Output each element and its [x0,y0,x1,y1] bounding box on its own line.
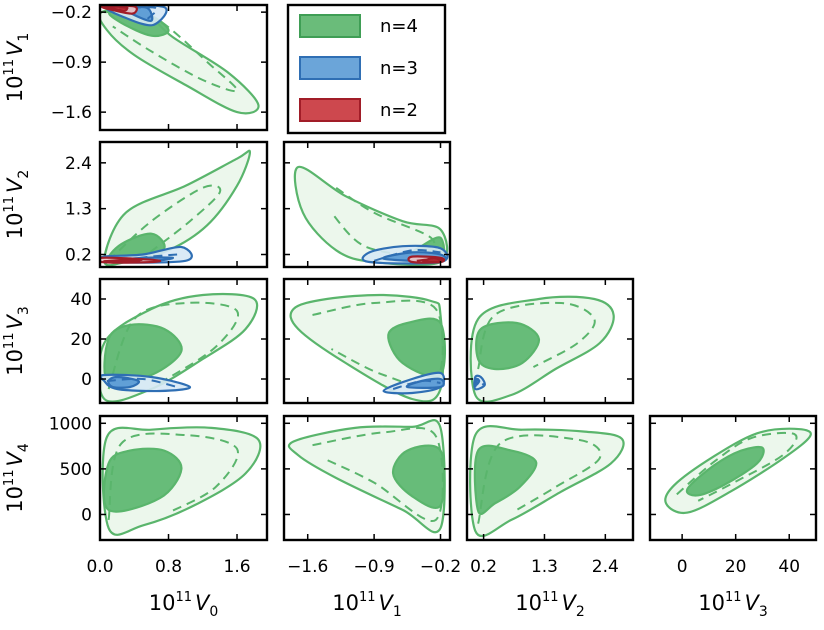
y-tick-label: −1.6 [51,103,92,123]
contour-n=4-V2-V4 [469,425,625,538]
contour-n=4-V3-V4 [664,427,812,515]
x-tick-label: −1.6 [287,557,328,577]
legend: n=4 n=3 n=2 [286,3,447,135]
tick-layer [99,5,816,540]
contour-dashed [107,184,222,262]
panel-frame-V0-V4 [98,414,269,542]
contour-dashed [373,248,441,262]
contour-inner [102,447,183,513]
legend-swatch-n=4 [299,14,361,38]
axis-label-V3: 1011V3 [2,306,32,376]
contour-inner [475,321,541,371]
contour-n=2-V1-V2 [407,255,446,264]
panel-frame-V0-V1 [98,3,269,132]
contour-n=4-V1-V3 [289,293,447,403]
contour-dashed [103,258,143,263]
x-tick-label: 40 [778,557,800,577]
contour-dashed [392,379,441,390]
y-tick-label: 2.4 [65,154,92,174]
x-tick-label: 0.8 [155,557,182,577]
contour-dashed [474,378,485,388]
contour-n=4-V1-V4 [287,419,446,534]
x-tick-label: 0.0 [86,557,113,577]
panel-frames [98,3,818,542]
contour-dashed [107,432,239,521]
axis-label-layer: 0.0 0.8 1.6 −1.6 −0.9 −0.2 0.2 1.3 2.4 0 20 40 −1.6 −… [2,3,800,620]
y-tick-label: 1.3 [65,200,92,220]
panel-frame-V1-V3 [282,277,452,405]
y-tick-label: 500 [60,460,92,480]
contour-inner [685,445,765,497]
panel-frame-V3-V4 [648,414,818,542]
contour-dashed [676,431,798,502]
contour-dashed [106,377,178,388]
y-tick-label: 40 [70,290,92,310]
contour-layer [100,5,812,538]
contour-dashed [104,6,131,9]
contour-n=3-V2-V3 [473,374,486,391]
y-tick-label: 0.2 [65,246,92,266]
panel-frame-V1-V2 [282,140,452,269]
axis-label-V1: 1011V1 [2,33,32,103]
legend-label-n=3: n=3 [380,58,418,79]
x-tick-label: 0.2 [470,557,497,577]
panel-frame-V0-V2 [98,140,269,269]
contour-n=4-V0-V4 [101,426,262,536]
legend-label-n=4: n=4 [380,16,418,37]
x-tick-label: 2.4 [592,557,619,577]
contour-n=2-V0-V1 [100,5,138,15]
x-tick-label: 1.6 [224,557,251,577]
y-tick-label: −0.2 [51,3,92,23]
x-tick-label: 1.3 [531,557,558,577]
axis-label-V0: 1011 V0 [149,590,219,620]
contour-dashed [108,253,178,263]
y-tick-label: 1000 [49,414,92,434]
x-tick-label: 0 [677,557,688,577]
panel-frame-V0-V3 [98,277,269,405]
contour-n=3-V1-V3 [382,371,446,395]
contour-dashed [477,301,596,370]
legend-swatch-n=3 [299,56,361,80]
x-tick-label: 20 [725,557,747,577]
contour-inner [422,257,444,263]
contour-n=4-V2-V3 [469,295,615,403]
panel-frame-V1-V4 [282,414,452,542]
contour-dashed [312,427,444,522]
contour-dashed [117,6,158,21]
contour-dashed [312,299,444,389]
contour-n=3-V0-V3 [100,373,192,393]
y-tick-label: 0 [81,370,92,390]
axis-label-V2: 1011V2 [2,170,32,240]
legend-swatch-n=2 [299,98,361,122]
panel-frame-V2-V4 [465,414,635,542]
x-tick-label: −0.9 [353,557,394,577]
y-tick-label: 0 [81,505,92,525]
y-tick-label: −0.9 [51,53,92,73]
contour-inner [391,444,446,510]
contour-dashed [330,186,436,256]
axis-label-V4: 1011V4 [2,443,32,513]
contour-inner [107,375,141,389]
y-tick-label: 20 [70,330,92,350]
contour-dashed [416,257,436,262]
contour-dashed [107,301,240,390]
panel-frame-V2-V3 [465,277,635,405]
x-tick-label: −0.2 [420,557,461,577]
contour-inner [387,317,447,378]
contour-outer [287,419,446,534]
contour-n=4-V0-V1 [100,8,260,115]
legend-label-n=2: n=2 [380,100,418,121]
